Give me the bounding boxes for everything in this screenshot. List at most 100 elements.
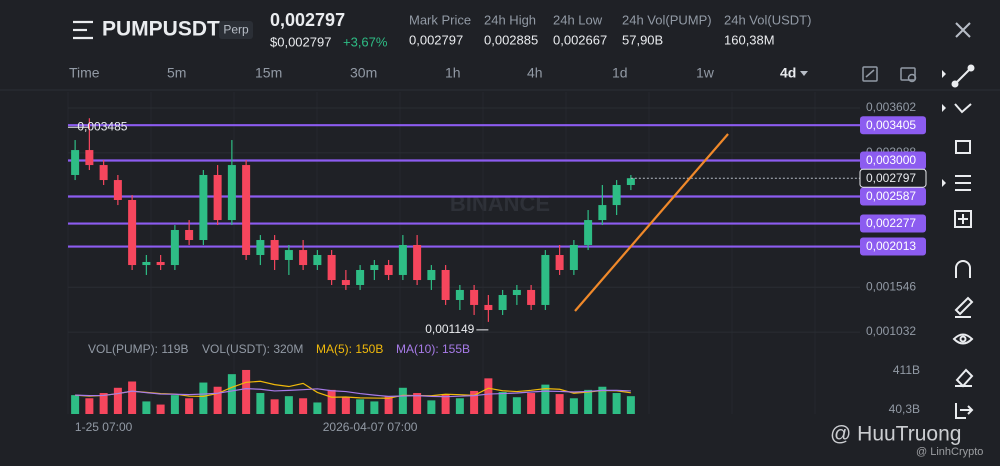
- volume-tick-label: 411B: [893, 363, 920, 377]
- volume-ma-line: [75, 388, 631, 398]
- candle-body: [427, 270, 436, 281]
- candle-body: [398, 244, 407, 275]
- candle-body: [327, 255, 336, 281]
- volume-bar: [227, 374, 236, 414]
- price-level-label: 0,003000: [866, 153, 916, 167]
- volume-bar: [299, 398, 308, 414]
- volume-bar: [170, 395, 179, 414]
- volume-bar: [512, 397, 521, 414]
- volume-bar: [427, 400, 436, 414]
- price-level-box: [860, 116, 926, 135]
- watermark: @ HuuTruong: [830, 423, 961, 446]
- volume-bar: [370, 401, 379, 414]
- exchange-watermark: BINANCE: [450, 191, 550, 216]
- interval[interactable]: 4h: [527, 65, 543, 81]
- volume-bar: [455, 398, 464, 414]
- volume-bar: [527, 393, 536, 414]
- candle-body: [356, 270, 365, 285]
- volume-bar: [356, 399, 365, 414]
- volume-bar: [213, 386, 222, 414]
- y-tick-label: 0,003602: [866, 100, 916, 114]
- candle-body: [71, 150, 80, 175]
- volume-bar: [541, 384, 550, 414]
- candle-body: [441, 270, 450, 300]
- volume-bar: [327, 389, 336, 414]
- candle-body: [128, 200, 137, 266]
- price-level-label: 0,002587: [866, 189, 916, 203]
- volume-bar: [555, 394, 564, 414]
- candle-body: [498, 295, 507, 311]
- watermark: @ LinhCrypto: [916, 446, 983, 458]
- interval[interactable]: 15m: [255, 65, 282, 81]
- volume-bar: [413, 393, 422, 414]
- last-price: 0,002797: [270, 10, 345, 30]
- stats: Mark Price 0,002797 24h High 0,002885 24h Lo…: [409, 12, 811, 47]
- stat-value: 0,002797: [409, 32, 463, 47]
- volume-bar: [470, 390, 479, 414]
- volume-bar: [626, 396, 635, 414]
- volume-legend: MA(5): 150B: [316, 342, 383, 356]
- selected-interval[interactable]: 4d: [780, 65, 796, 81]
- price-level-box: [860, 187, 926, 206]
- interval[interactable]: 30m: [350, 65, 377, 81]
- candle-body: [512, 289, 521, 296]
- candle-body: [541, 255, 550, 305]
- menu-icon[interactable]: [73, 20, 93, 40]
- stat-label: Mark Price: [409, 12, 471, 27]
- volume-bar: [242, 369, 251, 414]
- volume-bar: [128, 381, 137, 414]
- candle-body: [484, 304, 493, 311]
- interval[interactable]: Time: [69, 65, 100, 81]
- stat-value: 0,002885: [484, 32, 538, 47]
- candle-body: [313, 255, 322, 266]
- volume-bar: [256, 393, 265, 414]
- trendline: [574, 133, 729, 312]
- stat-label: 24h Vol(PUMP): [622, 12, 712, 27]
- candle-body: [299, 250, 308, 266]
- drawing-toolbar[interactable]: [942, 64, 975, 419]
- candle-body: [598, 205, 607, 221]
- candle-body: [569, 244, 578, 271]
- interval[interactable]: 1w: [696, 65, 715, 81]
- stat-value: 160,38M: [724, 32, 775, 47]
- chart-settings-icons[interactable]: [862, 66, 917, 83]
- volume-bar: [341, 397, 350, 414]
- volume-bar: [270, 399, 279, 414]
- volume-bar: [569, 398, 578, 414]
- volume-bar: [313, 402, 322, 414]
- volume-bar: [113, 387, 122, 414]
- stat-label: 24h Vol(USDT): [724, 12, 811, 27]
- candle-body: [213, 174, 222, 221]
- volume-bar: [584, 389, 593, 414]
- candle-body: [341, 280, 350, 285]
- price-change: +3,67%: [343, 34, 388, 49]
- volume-bar: [99, 393, 108, 414]
- volume-bar: [185, 398, 194, 414]
- candle-body: [284, 250, 293, 260]
- stat-value: 0,002667: [553, 32, 607, 47]
- candle-body: [612, 185, 621, 206]
- candle-body: [626, 178, 635, 186]
- candle-body: [256, 240, 265, 256]
- y-tick-label: 0,001546: [866, 279, 916, 293]
- interval[interactable]: 1d: [612, 65, 628, 81]
- price-level-label: 0,002277: [866, 216, 916, 230]
- interval[interactable]: 1h: [445, 65, 461, 81]
- annotation: 0,003485: [77, 119, 127, 133]
- symbol[interactable]: PUMPUSDT: [102, 18, 220, 41]
- close-icon[interactable]: [955, 22, 971, 38]
- volume-bar: [441, 394, 450, 414]
- candle-body: [470, 289, 479, 305]
- candle-body: [185, 229, 194, 241]
- last-price-usd: $0,002797: [270, 34, 331, 49]
- volume-bar: [284, 396, 293, 414]
- stat-label: 24h High: [484, 12, 536, 27]
- volume-bar: [398, 387, 407, 414]
- interval[interactable]: 5m: [167, 65, 186, 81]
- volume-bar: [484, 378, 493, 414]
- volume-legend: VOL(PUMP): 119B: [88, 342, 188, 356]
